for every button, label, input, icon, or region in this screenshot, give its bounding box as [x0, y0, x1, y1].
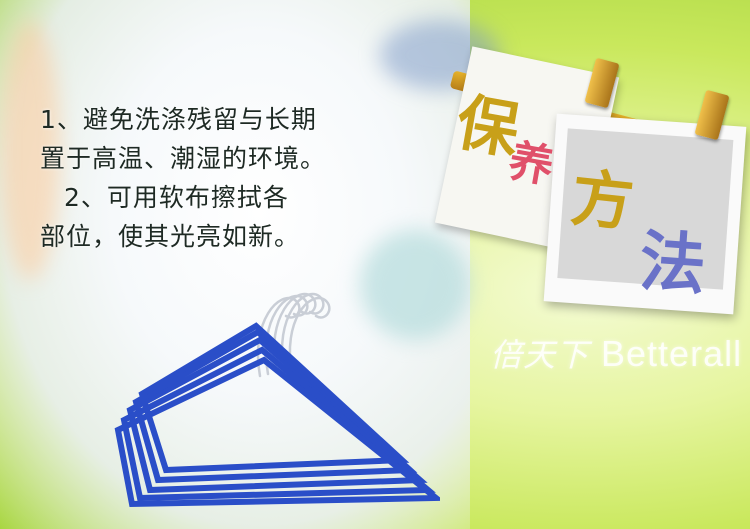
care-line: 1、避免洗涤残留与长期	[40, 105, 317, 134]
care-instructions: 1、避免洗涤残留与长期 置于高温、潮湿的环境。 2、可用软布擦拭各 部位，使其光…	[40, 100, 326, 256]
care-line: 2、可用软布擦拭各	[64, 183, 289, 212]
bokeh-blob	[360, 230, 470, 340]
watermark-en: Betterall	[601, 333, 743, 374]
watermark: 倍天下 Betterall	[490, 330, 742, 376]
watermark-cn: 倍天下	[490, 337, 590, 373]
title-char: 法	[637, 221, 709, 305]
care-line: 置于高温、潮湿的环境。	[40, 144, 327, 173]
hanger-stack-image	[114, 293, 440, 508]
bokeh-blob	[0, 20, 60, 280]
care-line: 部位，使其光亮如新。	[40, 222, 301, 251]
title-char: 方	[567, 160, 638, 241]
